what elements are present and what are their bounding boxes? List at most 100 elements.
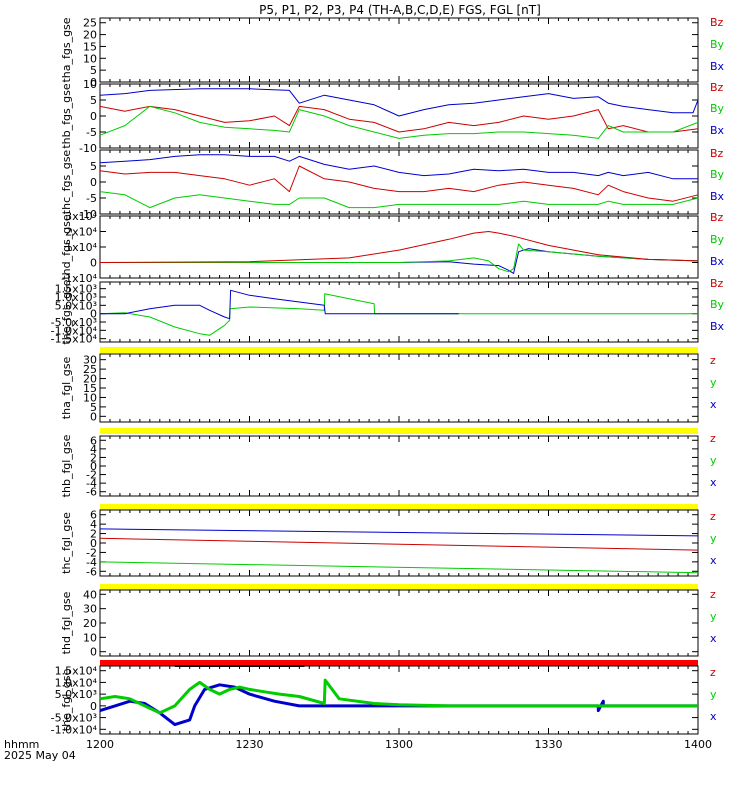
chart-title: P5, P1, P2, P3, P4 (TH-A,B,C,D,E) FGS, F… — [259, 3, 541, 17]
x-tick-label: 1230 — [236, 738, 264, 751]
y-tick-label: 1.0x10⁴ — [55, 676, 98, 689]
y-tick-label: 10 — [83, 78, 97, 91]
legend-entry: Bx — [710, 190, 725, 203]
series-line-x — [99, 528, 699, 537]
y-axis-label: thd_fgs_gse — [60, 214, 73, 280]
y-tick-label: 6 — [90, 434, 97, 447]
y-tick-label: 0 — [90, 110, 97, 123]
y-axis-label: the_fgs_gse — [60, 279, 73, 344]
y-tick-label: -2 — [86, 469, 97, 482]
y-tick-label: -10 — [79, 142, 97, 155]
y-tick-label: 6 — [90, 509, 97, 522]
legend-entry: Bx — [710, 60, 725, 73]
legend-entry: y — [710, 610, 717, 623]
legend-entry: x — [710, 476, 717, 489]
legend-entry: x — [710, 398, 717, 411]
y-tick-label: -1.5x10⁴ — [51, 333, 98, 346]
y-tick-label: -5 — [86, 192, 97, 205]
legend-entry: z — [710, 588, 716, 601]
legend-entry: By — [710, 233, 725, 246]
y-tick-label: 4 — [90, 518, 97, 531]
legend-entry: Bz — [710, 211, 724, 224]
legend-entry: Bx — [710, 320, 725, 333]
y-axis-label: thc_fgs_gse — [60, 150, 73, 215]
legend-entry: z — [710, 510, 716, 523]
series-line-x — [100, 289, 459, 320]
y-tick-label: -10 — [79, 208, 97, 221]
legend-entry: y — [710, 688, 717, 701]
legend-entry: z — [710, 666, 716, 679]
y-tick-label: 10 — [83, 391, 97, 404]
y-tick-label: 1x10⁴ — [65, 241, 98, 254]
y-tick-label: 15 — [83, 40, 97, 53]
y-tick-label: 20 — [83, 617, 97, 630]
y-tick-label: 5 — [90, 401, 97, 414]
time-axis-label: hhmm — [4, 738, 39, 751]
y-tick-label: 0 — [90, 76, 97, 89]
status-bar — [100, 504, 698, 510]
y-tick-label: 5 — [90, 94, 97, 107]
y-tick-label: 2 — [90, 528, 97, 541]
y-tick-label: -5.0x10³ — [51, 316, 97, 329]
panel-frame — [99, 509, 699, 577]
legend-entry: y — [710, 532, 717, 545]
series-line-z — [99, 105, 699, 133]
y-tick-label: 5 — [90, 64, 97, 77]
series-line-x — [99, 88, 699, 117]
y-tick-label: 25 — [83, 363, 97, 376]
legend-entry: By — [710, 102, 725, 115]
series-line-z — [99, 165, 699, 202]
legend-entry: Bz — [710, 147, 724, 160]
y-tick-label: 15 — [83, 382, 97, 395]
series-line-y — [99, 105, 699, 139]
panel-frame — [99, 353, 699, 423]
legend-entry: By — [710, 298, 725, 311]
y-tick-label: 25 — [83, 17, 97, 30]
legend-entry: y — [710, 454, 717, 467]
y-tick-label: 4 — [90, 443, 97, 456]
panel-thc_fgs_gse: 5 0 -5 -10 thc_fgs_gse Bz By Bx — [60, 147, 725, 221]
y-tick-label: 5 — [90, 160, 97, 173]
legend-entry: By — [710, 168, 725, 181]
y-axis-label: tha_fgs_gse — [60, 17, 73, 82]
y-tick-label: -4 — [86, 556, 97, 569]
y-tick-label: -6 — [86, 565, 97, 578]
y-tick-label: 3x10⁴ — [65, 210, 98, 223]
legend-entry: By — [710, 38, 725, 51]
y-tick-label: -4 — [86, 477, 97, 490]
y-tick-label: -1x10⁴ — [61, 272, 97, 285]
y-tick-label: 0 — [90, 257, 97, 270]
y-tick-label: 20 — [83, 373, 97, 386]
series-line-y — [100, 243, 699, 273]
panel-the_fgs_gse: 1.5x10³1.0x10³5.0x10³0-5.0x10³-1.0x10⁴-1… — [51, 277, 725, 353]
y-tick-label: 1.5x10³ — [55, 283, 97, 296]
y-tick-label: 0 — [90, 176, 97, 189]
legend-entry: Bz — [710, 277, 724, 290]
y-tick-label: 0 — [90, 410, 97, 423]
date-label: 2025 May 04 — [4, 749, 76, 762]
panel-frame — [99, 215, 699, 279]
panel-frame — [99, 665, 699, 735]
y-axis-label: tha_fgl_gse — [60, 357, 73, 420]
y-tick-label: 20 — [83, 29, 97, 42]
y-tick-label: 30 — [83, 603, 97, 616]
y-tick-label: -6 — [86, 486, 97, 499]
series-line-y — [99, 293, 698, 336]
y-tick-label: 0 — [90, 700, 97, 713]
x-tick-label: 1300 — [385, 738, 413, 751]
x-axis-ticks: 1200 1230 1300 1330 1400 — [86, 738, 712, 751]
legend-entry: z — [710, 432, 716, 445]
y-tick-label: 0 — [90, 308, 97, 321]
y-tick-label: 30 — [83, 354, 97, 367]
y-tick-label: -1.0x10⁴ — [51, 723, 98, 736]
panel-frame — [99, 281, 699, 343]
y-tick-label: -2 — [86, 546, 97, 559]
legend-entry: x — [710, 632, 717, 645]
